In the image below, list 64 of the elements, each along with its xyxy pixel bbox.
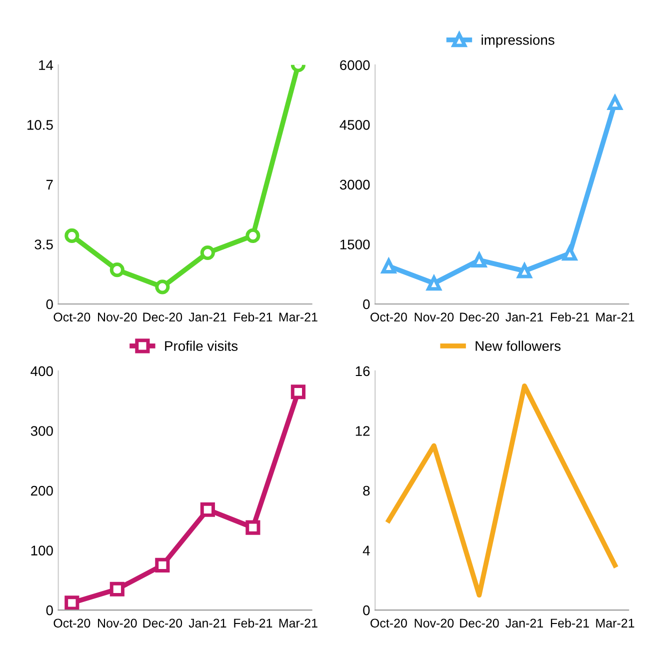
x-tick-label: Dec-20 [143,312,182,322]
y-tick-label: 12 [356,426,370,436]
y-tick-label: 8 [363,486,370,496]
y-tick-label: 7 [46,180,53,190]
x-tick-label: Oct-20 [54,618,90,628]
y-tick-label: 0 [46,605,53,616]
point [200,245,215,260]
y-tick-label: 0 [363,299,370,310]
y-tick-label: 0 [46,299,53,310]
point [608,95,622,110]
point [472,252,486,268]
line-series [386,383,618,598]
point [381,258,396,274]
point [110,262,124,278]
x-tick-label: Jan-21 [188,312,226,322]
x-tick-label: Mar-21 [279,618,318,628]
x-tick-label: Dec-20 [143,618,182,628]
legend-label: New followers [476,340,561,351]
y-tick-label: 3.5 [34,240,53,250]
y-tick-label: 1500 [340,240,370,250]
y-tick-label: 400 [30,366,53,376]
point [110,582,124,596]
x-tick-label: Mar-21 [596,312,634,322]
x-tick-label: Jan-21 [506,312,543,322]
y-tick-label: 4500 [340,120,370,130]
y-tick-label: 4 [362,546,370,556]
y-tick-label: 3000 [340,180,370,190]
point [200,502,215,517]
y-tick-label: 0 [363,605,370,616]
point [155,558,170,573]
y-tick-label: 10.5 [27,120,53,130]
x-tick-label: Oct-20 [370,618,407,628]
y-tick-label: 6000 [340,60,370,70]
y-tick-label: 300 [30,426,53,436]
x-tick-label: Nov-20 [414,618,454,628]
y-tick-label: 200 [30,486,53,496]
x-tick-label: Feb-21 [550,618,589,628]
point [155,280,170,294]
x-tick-label: Nov-20 [98,312,137,322]
x-tick-label: Oct-20 [370,312,407,322]
y-tick-label: 100 [31,546,53,556]
x-tick-label: Feb-21 [234,312,272,322]
x-tick-label: Feb-21 [234,618,272,628]
x-tick-label: Mar-21 [279,312,318,322]
x-tick-label: Feb-21 [550,312,589,322]
x-tick-label: Jan-21 [506,618,543,628]
point [426,276,442,291]
x-tick-label: Oct-20 [54,312,90,322]
point [246,520,260,535]
x-tick-label: Jan-21 [188,618,226,628]
point [64,228,80,243]
x-tick-label: Mar-21 [596,618,634,628]
x-tick-label: Dec-20 [460,618,499,628]
point [517,264,532,278]
y-tick-label: 16 [356,366,370,376]
y-tick-label: 14 [39,60,54,70]
legend-label: impressions [482,34,554,48]
point [246,228,260,243]
point [64,596,80,610]
x-tick-label: Nov-20 [414,312,454,322]
x-tick-label: Nov-20 [98,618,137,628]
x-tick-label: Dec-20 [460,312,499,322]
legend-label: Profile visits [165,340,238,351]
point [290,384,306,400]
